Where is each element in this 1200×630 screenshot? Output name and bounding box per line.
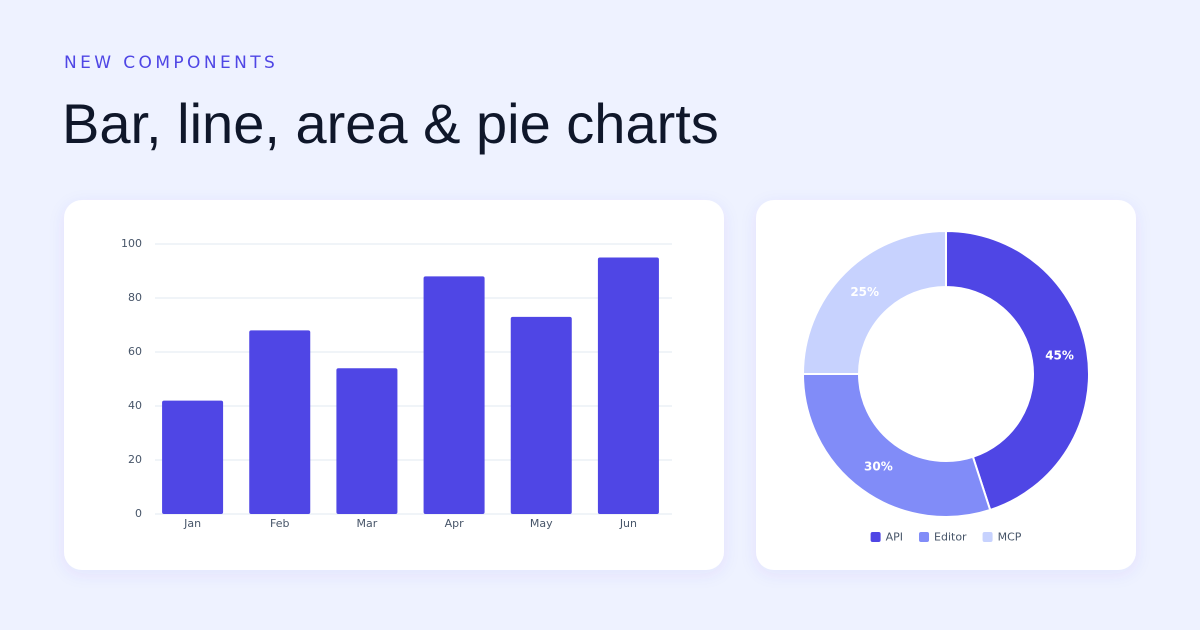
x-tick-label: Apr — [445, 517, 465, 530]
legend: API Editor MCP — [870, 531, 1022, 544]
bar — [510, 316, 572, 514]
y-tick-label: 60 — [128, 345, 142, 358]
slice-label: 25% — [850, 285, 879, 299]
y-tick-label: 0 — [135, 507, 142, 520]
pie-slice — [801, 229, 947, 375]
pie-slice — [801, 373, 992, 518]
legend-swatch — [982, 532, 993, 542]
x-tick-label: Feb — [270, 517, 289, 530]
bar — [162, 400, 224, 514]
bar — [597, 257, 659, 514]
slice-label: 45% — [1045, 349, 1074, 363]
legend-label: MCP — [998, 531, 1022, 544]
y-tick-label: 100 — [121, 237, 142, 250]
x-tick-label: Jun — [619, 517, 637, 530]
bar — [423, 276, 485, 514]
bar — [249, 330, 311, 514]
legend-label: Editor — [934, 531, 967, 544]
y-tick-label: 40 — [128, 399, 142, 412]
bar — [336, 368, 398, 514]
slice-label: 30% — [864, 460, 893, 474]
x-tick-label: Jan — [183, 517, 201, 530]
y-tick-label: 80 — [128, 291, 142, 304]
x-tick-label: May — [530, 517, 553, 530]
page-title: Bar, line, area & pie charts — [62, 92, 719, 155]
x-tick-label: Mar — [357, 517, 378, 530]
pie-slice — [945, 229, 1090, 512]
y-tick-label: 20 — [128, 453, 142, 466]
legend-swatch — [870, 532, 881, 542]
eyebrow: NEW COMPONENTS — [64, 53, 278, 73]
legend-label: API — [886, 531, 903, 544]
legend-swatch — [919, 532, 930, 542]
